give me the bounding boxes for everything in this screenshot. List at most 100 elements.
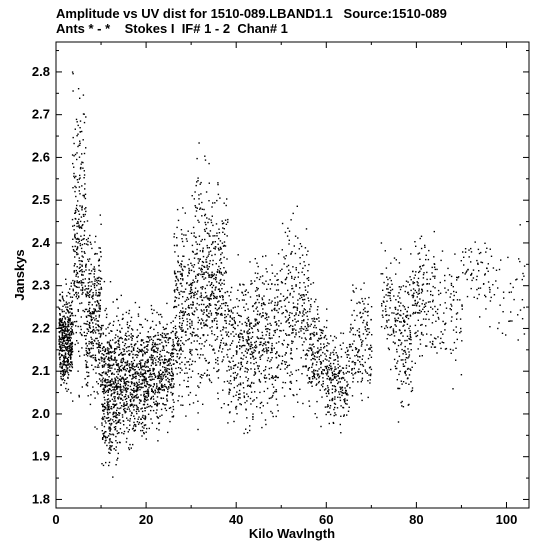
data-point: [150, 364, 152, 367]
data-point: [130, 350, 133, 352]
data-point: [114, 379, 117, 381]
data-point: [163, 404, 166, 406]
data-point: [118, 378, 121, 380]
data-point: [397, 309, 399, 311]
data-point: [270, 302, 272, 304]
data-point: [114, 351, 117, 354]
data-point: [146, 341, 149, 343]
data-point: [109, 411, 111, 414]
data-point: [286, 276, 288, 279]
data-point: [398, 387, 401, 390]
data-point: [355, 287, 357, 290]
data-point: [370, 373, 372, 375]
data-point: [301, 315, 304, 317]
data-point: [403, 321, 406, 323]
data-point: [200, 193, 202, 195]
data-point: [125, 370, 127, 372]
data-point: [99, 350, 102, 352]
data-point: [346, 392, 348, 395]
data-point: [105, 422, 107, 424]
data-point: [141, 435, 143, 437]
data-point: [139, 373, 142, 375]
data-point: [203, 296, 205, 299]
data-point: [404, 372, 406, 374]
data-point: [316, 370, 319, 372]
data-point: [336, 354, 338, 357]
data-point: [66, 330, 68, 332]
data-point: [195, 334, 197, 336]
data-point: [166, 302, 168, 305]
data-point: [398, 262, 401, 264]
data-point: [434, 275, 436, 277]
data-point: [254, 303, 256, 305]
data-point: [268, 316, 270, 318]
data-point: [80, 316, 82, 318]
data-point: [63, 310, 65, 313]
data-point: [142, 403, 145, 406]
data-point: [322, 360, 324, 362]
data-point: [358, 356, 361, 358]
data-point: [256, 397, 258, 399]
data-point: [198, 235, 201, 237]
data-point: [109, 380, 112, 382]
data-point: [191, 307, 193, 309]
data-point: [266, 350, 268, 352]
data-point: [72, 324, 74, 326]
data-point: [71, 347, 73, 350]
data-point: [335, 414, 337, 416]
data-point: [83, 215, 85, 217]
y-tick-label: 2.4: [32, 235, 51, 250]
data-point: [62, 364, 65, 366]
data-point: [334, 385, 337, 388]
data-point: [140, 339, 143, 341]
x-tick-label: 100: [496, 512, 518, 527]
data-point: [191, 264, 193, 267]
data-point: [98, 366, 100, 368]
data-point: [302, 267, 304, 269]
data-point: [256, 365, 259, 367]
data-point: [111, 351, 114, 353]
data-point: [313, 346, 315, 348]
data-point: [358, 328, 360, 330]
data-point: [335, 337, 337, 339]
data-point: [139, 360, 141, 362]
data-point: [175, 337, 177, 339]
data-point: [201, 299, 203, 301]
data-point: [197, 262, 200, 264]
data-point: [402, 317, 404, 319]
data-point: [294, 252, 297, 255]
data-point: [157, 388, 159, 391]
data-point: [261, 297, 263, 299]
data-point: [208, 275, 210, 277]
data-point: [232, 331, 234, 333]
data-point: [313, 374, 315, 376]
data-point: [204, 238, 206, 241]
data-point: [287, 334, 290, 336]
data-point: [85, 266, 87, 268]
data-point: [317, 375, 319, 377]
data-point: [333, 353, 335, 356]
data-point: [161, 389, 163, 391]
data-point: [283, 339, 285, 342]
data-point: [154, 343, 156, 346]
data-point: [200, 269, 202, 271]
data-point: [189, 290, 192, 292]
data-point: [308, 378, 311, 380]
data-point: [345, 392, 347, 395]
data-point: [400, 342, 403, 344]
data-point: [133, 423, 136, 426]
data-point: [225, 223, 228, 225]
data-point: [326, 395, 328, 397]
data-point: [117, 340, 120, 343]
data-point: [65, 347, 67, 350]
data-point: [206, 256, 208, 259]
data-point: [88, 296, 91, 298]
data-point: [290, 382, 293, 384]
data-point: [197, 180, 199, 182]
data-point: [201, 264, 203, 267]
data-point: [172, 339, 174, 341]
data-point: [384, 250, 386, 252]
data-point: [281, 222, 284, 225]
data-point: [313, 331, 315, 334]
data-point: [124, 398, 127, 401]
